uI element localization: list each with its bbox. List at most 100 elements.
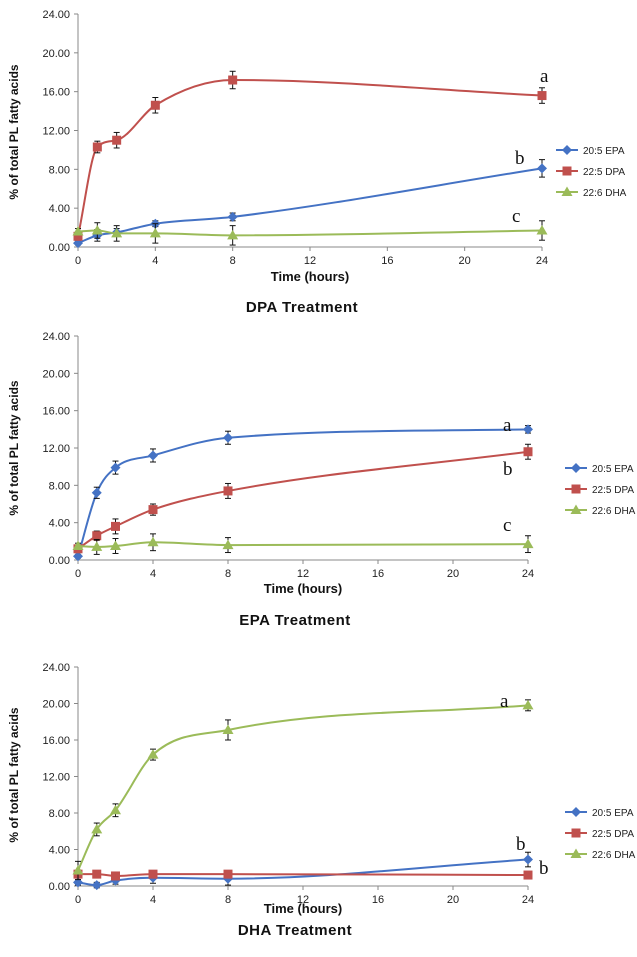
x-tick-label: 4 bbox=[152, 255, 158, 267]
data-point bbox=[91, 880, 102, 891]
series-line bbox=[77, 428, 529, 557]
significance-letter: b bbox=[539, 858, 549, 879]
data-point bbox=[111, 871, 120, 881]
data-point bbox=[523, 424, 533, 435]
x-tick-label: 12 bbox=[297, 894, 309, 906]
series-line bbox=[77, 79, 543, 237]
y-axis-title: % of total PL fatty acids bbox=[7, 707, 21, 842]
data-point bbox=[222, 724, 234, 734]
y-axis-title: % of total PL fatty acids bbox=[7, 380, 21, 515]
y-axis-title: % of total PL fatty acids bbox=[7, 64, 21, 199]
data-point bbox=[148, 505, 158, 515]
data-point bbox=[110, 804, 121, 815]
series-line bbox=[77, 704, 529, 871]
data-point bbox=[228, 75, 238, 85]
data-point bbox=[148, 869, 158, 879]
legend-label: 20:5 EPA bbox=[592, 464, 634, 475]
x-tick-label: 0 bbox=[75, 568, 81, 580]
data-point bbox=[72, 864, 84, 875]
significance-letter: b bbox=[516, 834, 526, 855]
data-point bbox=[149, 227, 161, 238]
x-tick-label: 20 bbox=[447, 894, 459, 906]
data-point bbox=[111, 227, 123, 238]
data-point bbox=[92, 142, 102, 152]
x-axis-title: Time (hours) bbox=[264, 581, 343, 596]
data-point bbox=[92, 531, 102, 541]
y-tick-label: 24.00 bbox=[42, 662, 70, 674]
chart-panel-dpa: 0.00 4.00 8.00 12.00 16.00 20.00 24.00 0 4 8 12 16 2… bbox=[0, 0, 637, 320]
data-point bbox=[91, 487, 102, 498]
data-point bbox=[72, 540, 84, 550]
data-point bbox=[537, 91, 547, 101]
x-tick-label: 0 bbox=[75, 255, 81, 267]
x-tick-label: 24 bbox=[522, 568, 534, 580]
x-tick-label: 12 bbox=[304, 255, 316, 267]
y-tick-label: 24.00 bbox=[42, 331, 70, 343]
significance-letter: b bbox=[515, 148, 525, 169]
legend-label: 22:6 DHA bbox=[592, 506, 636, 517]
x-tick-label: 8 bbox=[225, 568, 231, 580]
y-tick-label: 20.00 bbox=[42, 368, 70, 380]
data-point bbox=[223, 486, 233, 496]
legend-label: 22:5 DPA bbox=[583, 167, 625, 178]
x-tick-label: 4 bbox=[150, 894, 156, 906]
series-line bbox=[77, 229, 543, 237]
data-point bbox=[536, 224, 548, 235]
data-point bbox=[522, 538, 534, 549]
significance-letter: c bbox=[503, 515, 511, 536]
chart-title: DPA Treatment bbox=[246, 299, 358, 316]
data-point bbox=[112, 135, 122, 145]
legend-marker bbox=[561, 186, 573, 196]
y-tick-label: 4.00 bbox=[49, 203, 70, 215]
legend-label: 20:5 EPA bbox=[592, 808, 634, 819]
x-axis-title: Time (hours) bbox=[271, 269, 350, 284]
x-tick-label: 16 bbox=[372, 894, 384, 906]
legend-marker bbox=[570, 504, 582, 514]
legend-marker bbox=[562, 145, 572, 155]
x-axis-title: Time (hours) bbox=[264, 901, 343, 916]
x-tick-label: 24 bbox=[522, 894, 534, 906]
data-point bbox=[227, 229, 239, 240]
legend-label: 20:5 EPA bbox=[583, 146, 625, 157]
data-point bbox=[72, 225, 84, 236]
data-point bbox=[223, 869, 233, 879]
y-tick-label: 12.00 bbox=[42, 772, 70, 784]
x-tick-label: 12 bbox=[297, 568, 309, 580]
legend-marker bbox=[562, 166, 572, 176]
data-point bbox=[73, 877, 83, 888]
chart-panel-epa: 0.00 4.00 8.00 12.00 16.00 20.00 24.00 0 4 8 12 16 2… bbox=[0, 320, 637, 640]
data-point bbox=[91, 541, 103, 551]
x-tick-label: 8 bbox=[230, 255, 236, 267]
legend-marker bbox=[571, 828, 581, 838]
y-tick-label: 8.00 bbox=[49, 808, 70, 820]
data-point bbox=[150, 100, 160, 110]
data-point bbox=[147, 749, 159, 759]
significance-letter: a bbox=[540, 66, 549, 87]
y-tick-label: 16.00 bbox=[42, 406, 70, 418]
significance-letter: a bbox=[503, 415, 512, 436]
legend-marker bbox=[570, 848, 582, 858]
chart-title: DHA Treatment bbox=[238, 922, 352, 939]
chart-dpa-treatment: 0.00 4.00 8.00 12.00 16.00 20.00 24.00 0 4 8 12 16 2… bbox=[7, 9, 627, 316]
legend-marker bbox=[571, 484, 581, 494]
data-point bbox=[523, 447, 533, 457]
x-tick-label: 16 bbox=[372, 568, 384, 580]
data-point bbox=[147, 536, 159, 547]
chart-panel-dha: 0.00 4.00 8.00 12.00 16.00 20.00 24.00 0 4 8 12 16 2… bbox=[0, 640, 637, 957]
chart-title: EPA Treatment bbox=[239, 612, 351, 629]
y-tick-label: 20.00 bbox=[42, 699, 70, 711]
legend-label: 22:6 DHA bbox=[592, 850, 636, 861]
data-point bbox=[148, 450, 158, 461]
y-tick-label: 4.00 bbox=[49, 845, 70, 857]
data-point bbox=[523, 854, 533, 865]
data-point bbox=[92, 869, 102, 879]
y-tick-label: 0.00 bbox=[49, 555, 70, 567]
data-point bbox=[537, 163, 547, 174]
y-tick-label: 20.00 bbox=[42, 48, 70, 60]
x-tick-label: 16 bbox=[381, 255, 393, 267]
y-tick-label: 8.00 bbox=[49, 480, 70, 492]
series-line bbox=[77, 450, 529, 550]
legend-label: 22:6 DHA bbox=[583, 188, 627, 199]
chart-dha-treatment: 0.00 4.00 8.00 12.00 16.00 20.00 24.00 0 4 8 12 16 2… bbox=[7, 662, 636, 939]
series-line bbox=[77, 858, 529, 887]
